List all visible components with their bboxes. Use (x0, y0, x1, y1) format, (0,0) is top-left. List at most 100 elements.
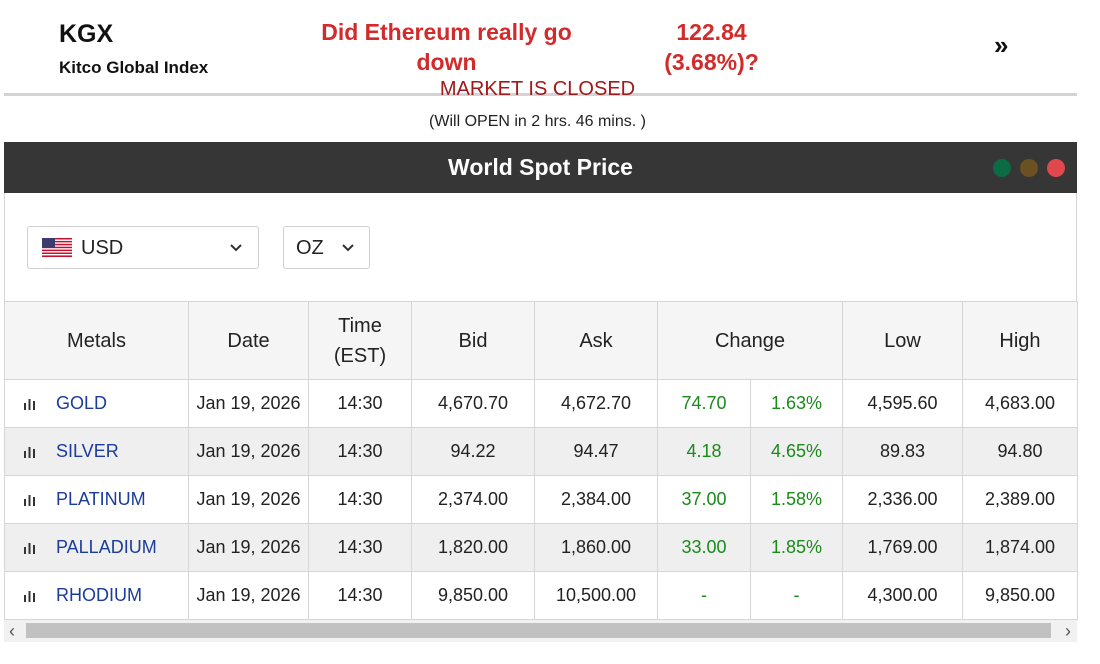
kgx-banner: KGX Kitco Global Index Did Ethereum real… (4, 0, 1077, 96)
us-flag-icon (42, 238, 72, 257)
date-cell: Jan 19, 2026 (188, 571, 309, 620)
kgx-value-block: 122.84 (3.68%)? (634, 17, 789, 77)
change-percent-cell: - (750, 571, 843, 620)
high-cell: 9,850.00 (962, 571, 1078, 620)
time-cell: 14:30 (308, 571, 412, 620)
kgx-value: 122.84 (676, 19, 747, 45)
metal-cell[interactable]: PLATINUM (4, 475, 189, 524)
kgx-title: KGX (59, 20, 114, 48)
table-row[interactable]: RHODIUM Jan 19, 2026 14:30 9,850.00 10,500.0… (4, 571, 1078, 620)
ask-cell: 4,672.70 (534, 379, 658, 428)
header-metals: Metals (4, 301, 189, 380)
widget-title: World Spot Price (448, 154, 633, 180)
bid-cell: 2,374.00 (411, 475, 535, 524)
time-cell: 14:30 (308, 427, 412, 476)
metal-name-link[interactable]: SILVER (56, 441, 119, 461)
table-row[interactable]: SILVER Jan 19, 2026 14:30 94.22 94.47 4.18 4.6… (4, 427, 1078, 476)
market-status: MARKET IS CLOSED (439, 78, 636, 100)
low-cell: 1,769.00 (842, 523, 963, 572)
change-percent-cell: 1.63% (750, 379, 843, 428)
chevron-down-icon (230, 244, 242, 252)
change-percent-cell: 4.65% (750, 427, 843, 476)
header-change: Change (657, 301, 843, 380)
table-header-row: Metals Date Time (EST) Bid Ask Change Lo… (4, 301, 1078, 380)
date-cell: Jan 19, 2026 (188, 427, 309, 476)
metal-cell[interactable]: PALLADIUM (4, 523, 189, 572)
time-cell: 14:30 (308, 475, 412, 524)
time-cell: 14:30 (308, 379, 412, 428)
horizontal-scrollbar[interactable]: ‹ › (4, 620, 1077, 642)
chevron-down-icon (342, 244, 354, 252)
change-percent-cell: 1.58% (750, 475, 843, 524)
ask-cell: 1,860.00 (534, 523, 658, 572)
date-cell: Jan 19, 2026 (188, 475, 309, 524)
unit-select[interactable]: OZ (283, 226, 370, 269)
high-cell: 1,874.00 (962, 523, 1078, 572)
header-date: Date (188, 301, 309, 380)
high-cell: 4,683.00 (962, 379, 1078, 428)
header-high: High (962, 301, 1078, 380)
change-value-cell: 74.70 (657, 379, 751, 428)
window-dots (993, 159, 1065, 177)
change-value-cell: 4.18 (657, 427, 751, 476)
metal-cell[interactable]: SILVER (4, 427, 189, 476)
chevron-right-icon[interactable]: › (1065, 621, 1071, 641)
metal-name-link[interactable]: RHODIUM (56, 585, 142, 605)
bar-chart-icon[interactable] (23, 589, 36, 602)
bar-chart-icon[interactable] (23, 397, 36, 410)
metal-name-link[interactable]: PLATINUM (56, 489, 146, 509)
change-value-cell: - (657, 571, 751, 620)
table-row[interactable]: PLATINUM Jan 19, 2026 14:30 2,374.00 2,384.0… (4, 475, 1078, 524)
low-cell: 4,300.00 (842, 571, 963, 620)
change-percent-cell: 1.85% (750, 523, 843, 572)
table-row[interactable]: PALLADIUM Jan 19, 2026 14:30 1,820.00 1,860.… (4, 523, 1078, 572)
table-row[interactable]: GOLD Jan 19, 2026 14:30 4,670.70 4,672.70 74.… (4, 379, 1078, 428)
header-low: Low (842, 301, 963, 380)
metal-name-link[interactable]: PALLADIUM (56, 537, 157, 557)
brown-dot (1020, 159, 1038, 177)
kgx-subtitle: Kitco Global Index (59, 58, 209, 77)
widget-controls: USD OZ (4, 193, 1077, 301)
scrollbar-thumb[interactable] (26, 623, 1051, 638)
bid-cell: 94.22 (411, 427, 535, 476)
header-time-line2: (EST) (333, 344, 387, 367)
change-value-cell: 37.00 (657, 475, 751, 524)
green-dot (993, 159, 1011, 177)
metal-name-link[interactable]: GOLD (56, 393, 108, 413)
kgx-headline[interactable]: Did Ethereum really go down (321, 19, 572, 75)
high-cell: 2,389.00 (962, 475, 1078, 524)
bid-cell: 1,820.00 (411, 523, 535, 572)
bar-chart-icon[interactable] (23, 445, 36, 458)
high-cell: 94.80 (962, 427, 1078, 476)
widget-header: World Spot Price (4, 142, 1077, 193)
header-time-line1: Time (338, 314, 382, 337)
change-value-cell: 33.00 (657, 523, 751, 572)
header-ask: Ask (534, 301, 658, 380)
bar-chart-icon[interactable] (23, 493, 36, 506)
chevron-left-icon[interactable]: ‹ (9, 621, 15, 641)
header-bid: Bid (411, 301, 535, 380)
ask-cell: 2,384.00 (534, 475, 658, 524)
kgx-change: (3.68%)? (664, 49, 759, 75)
bar-chart-icon[interactable] (23, 541, 36, 554)
double-chevron-right-icon[interactable]: » (994, 30, 1009, 60)
unit-value: OZ (296, 237, 324, 259)
time-cell: 14:30 (308, 523, 412, 572)
red-dot (1047, 159, 1065, 177)
header-time: Time (EST) (308, 301, 412, 380)
low-cell: 89.83 (842, 427, 963, 476)
ask-cell: 94.47 (534, 427, 658, 476)
low-cell: 2,336.00 (842, 475, 963, 524)
currency-select[interactable]: USD (27, 226, 259, 269)
low-cell: 4,595.60 (842, 379, 963, 428)
date-cell: Jan 19, 2026 (188, 523, 309, 572)
ask-cell: 10,500.00 (534, 571, 658, 620)
metal-cell[interactable]: GOLD (4, 379, 189, 428)
date-cell: Jan 19, 2026 (188, 379, 309, 428)
spot-price-table: Metals Date Time (EST) Bid Ask Change Lo… (4, 301, 1078, 620)
bid-cell: 4,670.70 (411, 379, 535, 428)
market-open-note: (Will OPEN in 2 hrs. 46 mins. ) (429, 113, 646, 130)
bid-cell: 9,850.00 (411, 571, 535, 620)
metal-cell[interactable]: RHODIUM (4, 571, 189, 620)
currency-value: USD (81, 237, 124, 259)
